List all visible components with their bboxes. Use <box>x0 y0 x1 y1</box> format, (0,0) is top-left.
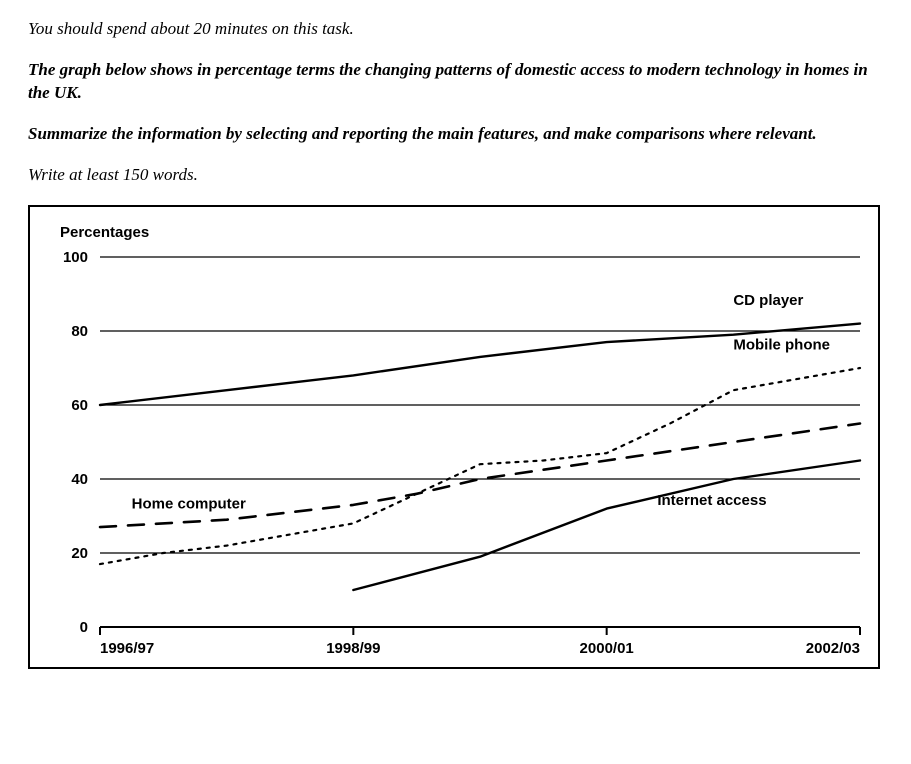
task-description-1: The graph below shows in percentage term… <box>28 59 883 105</box>
series-line <box>100 368 860 564</box>
y-tick-label: 80 <box>71 323 88 340</box>
series-label: Home computer <box>132 495 246 512</box>
series-label: CD player <box>733 292 803 309</box>
series-label: Mobile phone <box>733 336 830 353</box>
y-tick-label: 60 <box>71 397 88 414</box>
chart-svg: Percentages 0 20 40 60 80 100 1996/97 1998/99 200… <box>30 207 878 667</box>
x-tick-label: 2000/01 <box>580 640 634 657</box>
series-line <box>353 460 860 590</box>
y-tick-label: 20 <box>71 545 88 562</box>
x-tick-label: 1996/97 <box>100 640 154 657</box>
task-description-2: Summarize the information by selecting a… <box>28 123 883 146</box>
word-count-instruction: Write at least 150 words. <box>28 164 883 187</box>
y-axis-title: Percentages <box>60 224 149 241</box>
x-tick-label: 1998/99 <box>326 640 380 657</box>
series-label: Internet access <box>657 492 766 509</box>
time-instruction: You should spend about 20 minutes on thi… <box>28 18 883 41</box>
line-chart: Percentages 0 20 40 60 80 100 1996/97 1998/99 200… <box>28 205 880 669</box>
task-page: You should spend about 20 minutes on thi… <box>0 0 911 764</box>
y-tick-label: 40 <box>71 471 88 488</box>
x-tick-label: 2002/03 <box>806 640 860 657</box>
y-tick-label: 0 <box>80 619 88 636</box>
y-tick-label: 100 <box>63 249 88 266</box>
